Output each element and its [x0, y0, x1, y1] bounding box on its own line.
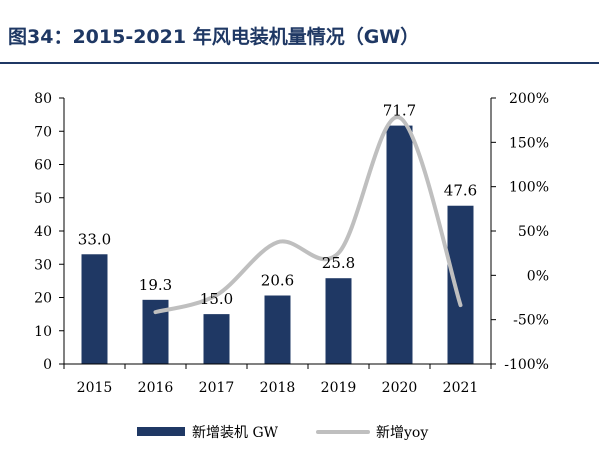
bar-2018 — [264, 295, 291, 364]
right-axis: -100% -50% 0% 50% 100% 150% 200% — [490, 91, 549, 373]
legend: 新增装机 GW 新增yoy — [137, 425, 428, 441]
x-tick-label: 2018 — [260, 380, 296, 396]
chart-title: 图34：2015-2021 年风电装机量情况（GW） — [8, 26, 420, 48]
legend-line-label: 新增yoy — [376, 425, 428, 441]
left-tick-label: 70 — [34, 124, 52, 140]
left-tick-label: 60 — [34, 158, 52, 174]
legend-bar-swatch — [137, 427, 185, 436]
right-tick-label: 0% — [527, 268, 549, 284]
bar-value-label: 20.6 — [261, 272, 294, 290]
left-tick-label: 30 — [34, 257, 52, 273]
bar-value-label: 25.8 — [322, 254, 355, 272]
left-axis: 0 10 20 30 40 50 60 70 80 — [34, 91, 65, 373]
right-tick-label: 150% — [509, 135, 549, 151]
x-tick-label: 2015 — [77, 380, 113, 396]
yoy-line-series — [153, 115, 463, 315]
x-tick-label: 2019 — [321, 380, 357, 396]
left-tick-label: 10 — [34, 324, 52, 340]
bar-value-label: 19.3 — [139, 276, 172, 294]
bar-value-label: 15.0 — [200, 290, 233, 308]
bar-series — [81, 125, 474, 364]
right-tick-label: -100% — [504, 357, 549, 373]
title-underline — [0, 62, 599, 64]
bar-value-label: 47.6 — [444, 182, 477, 200]
right-tick-label: 50% — [518, 224, 549, 240]
bar-2020 — [386, 125, 413, 364]
right-tick-label: 200% — [509, 91, 549, 107]
bar-2019 — [325, 278, 352, 364]
x-tick-label: 2021 — [443, 380, 479, 396]
bar-data-labels: 33.0 19.3 15.0 20.6 25.8 71.7 47.6 — [78, 102, 477, 309]
x-axis: 2015 2016 2017 2018 2019 2020 2021 — [63, 363, 492, 396]
left-tick-label: 50 — [34, 191, 52, 207]
legend-bar-label: 新增装机 GW — [192, 425, 279, 441]
bar-value-label: 71.7 — [383, 102, 416, 120]
left-tick-label: 80 — [34, 91, 52, 107]
bar-2017 — [203, 314, 230, 364]
x-tick-label: 2016 — [138, 380, 174, 396]
yoy-line — [153, 115, 463, 315]
bar-2021 — [447, 205, 474, 364]
left-tick-label: 0 — [43, 357, 52, 373]
right-tick-label: 100% — [509, 180, 549, 196]
right-tick-label: -50% — [513, 313, 549, 329]
left-tick-label: 40 — [34, 224, 52, 240]
x-tick-label: 2020 — [382, 380, 418, 396]
x-tick-label: 2017 — [199, 380, 235, 396]
left-tick-label: 20 — [34, 291, 52, 307]
bar-value-label: 33.0 — [78, 230, 111, 248]
bar-2015 — [81, 254, 108, 364]
